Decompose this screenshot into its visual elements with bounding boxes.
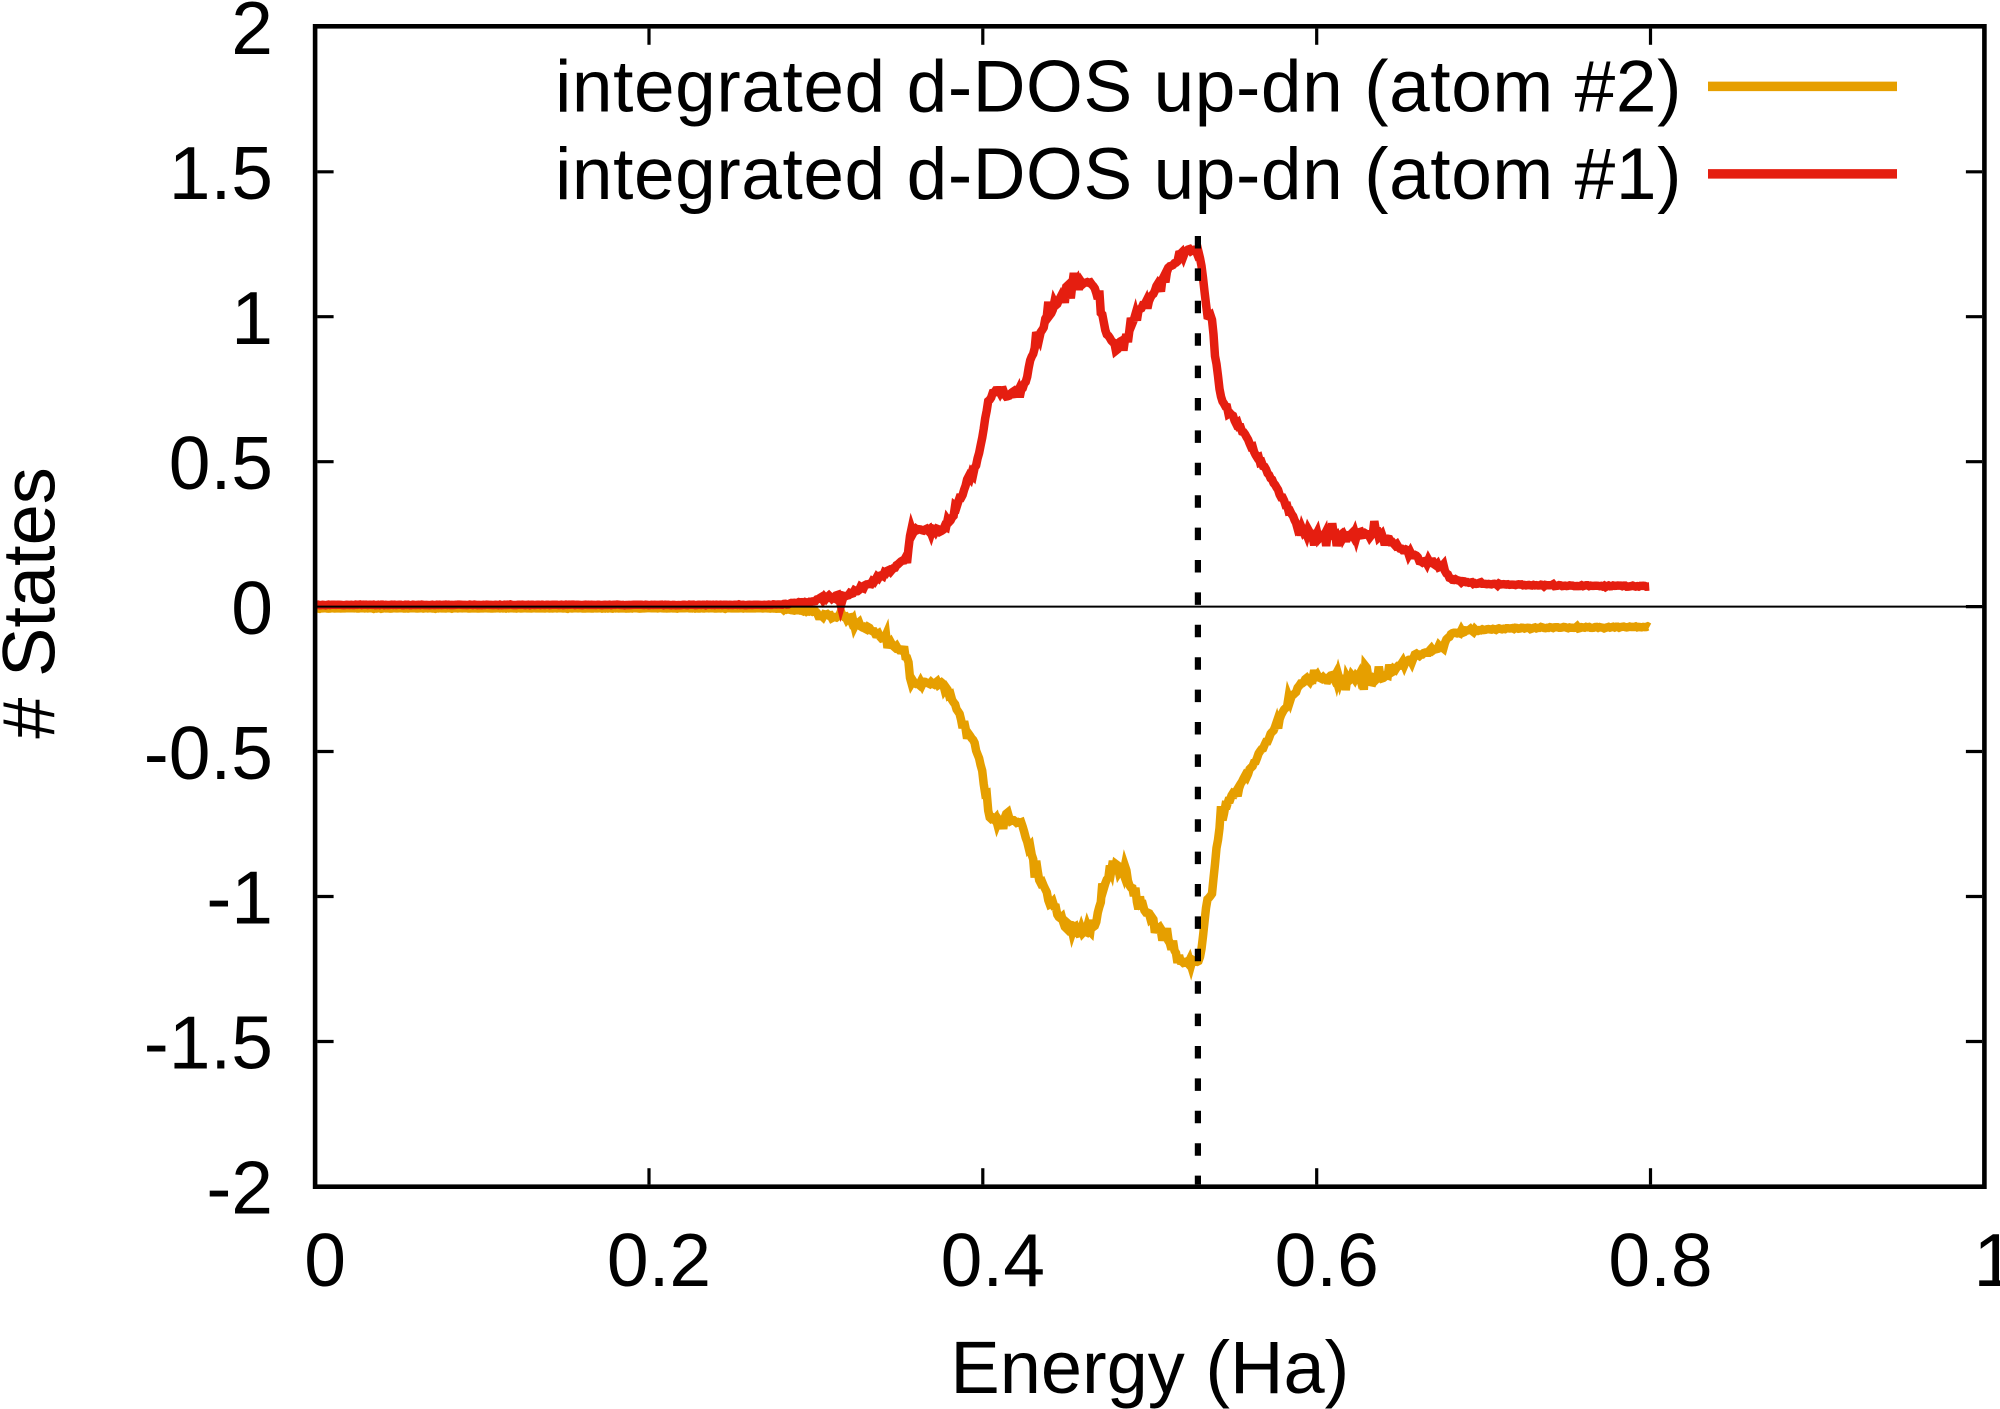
svg-text:-1.5: -1.5 <box>144 1001 273 1085</box>
svg-text:0.8: 0.8 <box>1608 1218 1712 1302</box>
svg-text:1: 1 <box>1974 1218 2000 1302</box>
svg-text:2: 2 <box>231 0 273 70</box>
svg-text:1: 1 <box>231 276 273 360</box>
svg-text:0: 0 <box>231 566 273 650</box>
svg-text:-2: -2 <box>206 1146 273 1230</box>
svg-text:0: 0 <box>304 1218 346 1302</box>
svg-text:0.6: 0.6 <box>1275 1218 1379 1302</box>
svg-text:0.4: 0.4 <box>941 1218 1045 1302</box>
svg-text:-0.5: -0.5 <box>144 711 273 795</box>
svg-text:Energy (Ha): Energy (Ha) <box>950 1326 1349 1409</box>
svg-text:-1: -1 <box>206 856 273 940</box>
svg-text:integrated d-DOS up-dn (atom #: integrated d-DOS up-dn (atom #2) <box>555 46 1682 127</box>
svg-text:integrated d-DOS up-dn (atom #: integrated d-DOS up-dn (atom #1) <box>555 134 1682 215</box>
svg-text:1.5: 1.5 <box>169 131 273 215</box>
svg-text:0.5: 0.5 <box>169 421 273 505</box>
svg-text:# States: # States <box>0 467 71 739</box>
svg-text:0.2: 0.2 <box>607 1218 711 1302</box>
